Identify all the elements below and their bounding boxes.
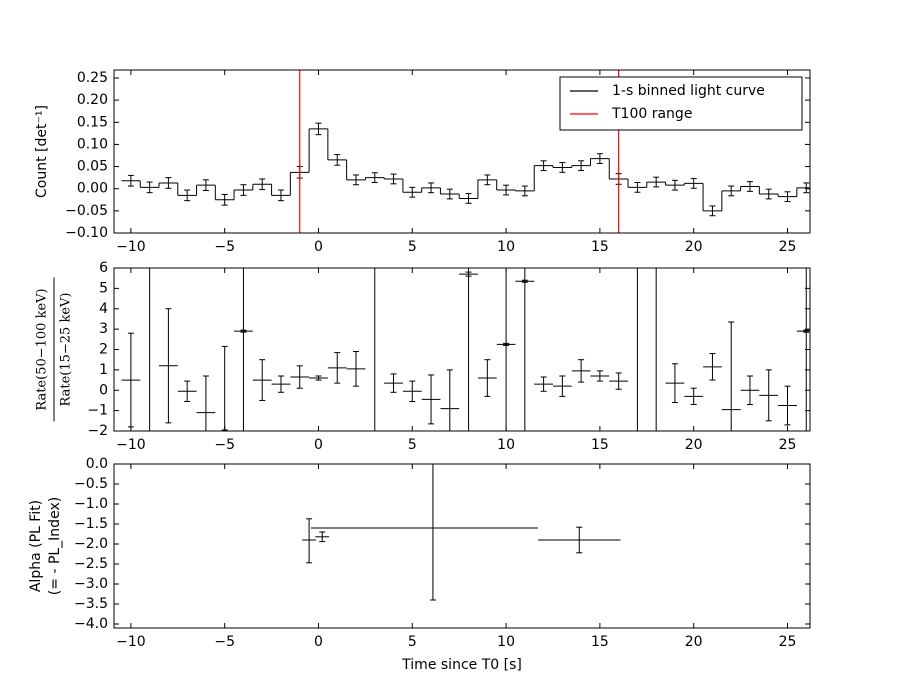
y-tick-label: −2.0 (74, 536, 108, 552)
x-tick-label: 25 (779, 634, 797, 650)
y-tick-label: −1 (87, 403, 108, 419)
y-tick-label: −0.10 (65, 225, 108, 241)
axes-frame (113, 463, 811, 629)
y-tick-label: 0.00 (77, 181, 108, 197)
y-axis-label: Alpha (PL Fit) (28, 500, 44, 592)
y-tick-label: 4 (99, 301, 108, 317)
y-tick-label: −2 (87, 423, 108, 439)
y-tick-label: −1.0 (74, 496, 108, 512)
x-axis-label: Time since T0 [s] (401, 657, 522, 673)
y-tick-label: −0.05 (65, 203, 108, 219)
y-axis-label: Count [det⁻¹] (34, 105, 50, 198)
x-tick-label: 10 (497, 634, 515, 650)
y-tick-label: −3.5 (74, 596, 108, 612)
plot-area (121, 268, 810, 431)
y-axis-label: (= - PL_Index) (47, 497, 63, 595)
y-axis-label: Rate(50−100 keV) (35, 288, 50, 410)
legend-label: 1-s binned light curve (612, 83, 765, 99)
x-tick-label: 0 (314, 437, 323, 453)
legend: 1-s binned light curve T100 range (559, 76, 803, 131)
y-tick-label: −1.5 (74, 516, 108, 532)
y-tick-label: 3 (99, 321, 108, 337)
legend-label: T100 range (611, 106, 692, 122)
x-tick-label: 15 (591, 437, 609, 453)
y-tick-label: −2.5 (74, 556, 108, 572)
x-tick-label: 15 (591, 634, 609, 650)
x-tick-label: 25 (779, 239, 797, 255)
x-tick-label: −10 (116, 634, 146, 650)
y-tick-label: −4.0 (74, 616, 108, 632)
y-tick-label: −0.5 (74, 476, 108, 492)
x-tick-label: 20 (685, 634, 703, 650)
y-tick-label: 0.05 (77, 159, 108, 175)
y-tick-label: 6 (99, 260, 108, 276)
x-tick-label: −10 (116, 239, 146, 255)
y-tick-label: 0 (99, 382, 108, 398)
plot-area (302, 464, 621, 601)
plot-area (121, 70, 810, 233)
y-axis-label: Rate(15−25 keV) (59, 293, 74, 407)
x-tick-label: 10 (497, 239, 515, 255)
x-tick-label: 5 (408, 437, 417, 453)
axes-frame (113, 267, 811, 432)
x-tick-label: 15 (591, 239, 609, 255)
y-tick-label: 0.15 (77, 114, 108, 130)
x-tick-label: 20 (685, 239, 703, 255)
y-tick-label: 5 (99, 280, 108, 296)
y-tick-label: −3.0 (74, 576, 108, 592)
x-tick-label: 10 (497, 437, 515, 453)
y-tick-label: 1 (99, 362, 108, 378)
y-tick-label: 2 (99, 342, 108, 358)
y-tick-label: 0.10 (77, 136, 108, 152)
x-tick-label: 5 (408, 634, 417, 650)
x-tick-label: 25 (779, 437, 797, 453)
x-tick-label: 5 (408, 239, 417, 255)
x-tick-label: −10 (116, 437, 146, 453)
x-tick-label: −5 (214, 437, 235, 453)
y-tick-label: 0.0 (86, 456, 108, 472)
legend-box (559, 76, 803, 131)
y-tick-label: 0.25 (77, 70, 108, 86)
axes-frame (113, 69, 811, 234)
x-tick-label: −5 (214, 634, 235, 650)
y-tick-label: 0.20 (77, 92, 108, 108)
x-tick-label: 0 (314, 634, 323, 650)
x-tick-label: 0 (314, 239, 323, 255)
x-tick-label: −5 (214, 239, 235, 255)
x-tick-label: 20 (685, 437, 703, 453)
